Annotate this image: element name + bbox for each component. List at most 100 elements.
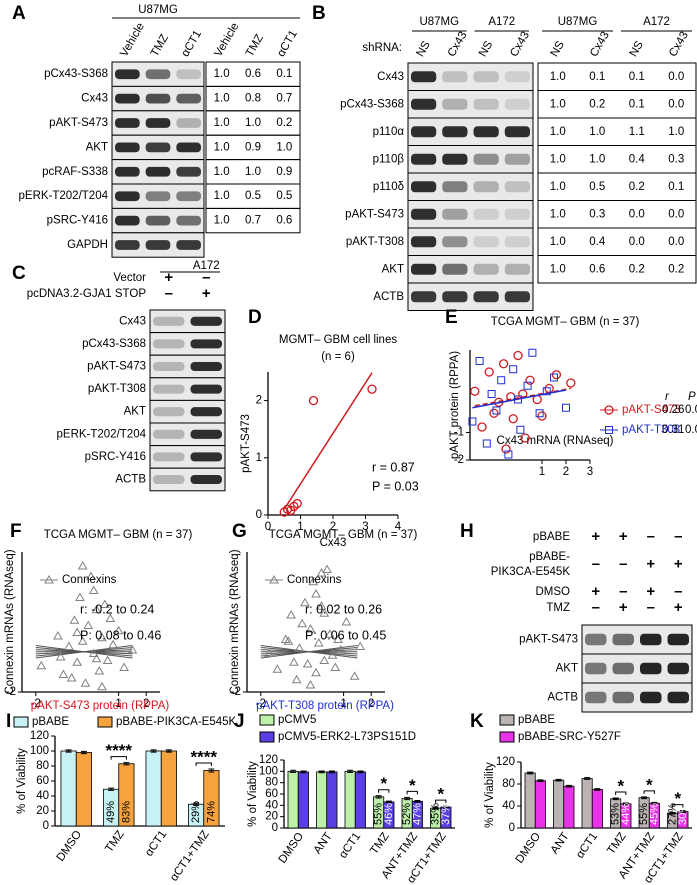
band: [442, 98, 468, 110]
x-tick-label: αCT1+TMZ: [168, 829, 212, 884]
quant-value: 0.9: [245, 141, 261, 153]
bar: [524, 772, 536, 829]
y-axis-label: % of Viability: [16, 748, 28, 814]
point: [335, 644, 346, 654]
y-axis-label: % of Viability: [247, 761, 259, 827]
point: [501, 444, 511, 454]
value-label: 37%: [440, 803, 452, 825]
group-label: A172: [643, 16, 670, 28]
condition-sign: –: [674, 583, 682, 600]
point: [105, 613, 116, 622]
x-axis-label: pAKT-S473 protein (RPPA): [31, 700, 170, 712]
condition-label: PIK3CA-E545K: [491, 566, 571, 578]
band: [145, 93, 171, 104]
band: [145, 142, 171, 153]
x-tick-label: ANT: [549, 831, 572, 857]
band: [153, 361, 185, 372]
point: [605, 426, 613, 434]
point: [528, 348, 537, 357]
band: [442, 181, 468, 193]
bar: [160, 750, 177, 827]
value-label: 29%: [190, 801, 202, 823]
y-axis-label: pAKT-S473: [240, 414, 252, 473]
band: [411, 71, 437, 83]
band: [667, 662, 689, 675]
y-tick-label: -2: [231, 686, 241, 698]
quant-value: 0.1: [276, 68, 292, 80]
significance-bracket: [672, 804, 684, 808]
value-label: 46%: [383, 803, 395, 825]
x-tick-label: αCT1: [574, 831, 600, 861]
panel-label: G: [232, 521, 247, 542]
band: [473, 263, 499, 275]
point: [94, 665, 105, 675]
error-bar: [612, 797, 619, 801]
quant-value: 0.6: [245, 68, 261, 80]
y-tick-label: 20: [36, 805, 49, 817]
x-tick-label: DMSO: [55, 829, 85, 864]
legend-label: pCMV5: [278, 714, 316, 726]
quant-header: NS: [549, 39, 568, 59]
band: [115, 118, 140, 128]
band: [145, 191, 171, 202]
band: [612, 662, 634, 675]
quant-value: 0.9: [276, 166, 292, 178]
point: [88, 585, 99, 594]
condition-label: DMSO: [536, 586, 571, 598]
quant-value: 0.0: [629, 236, 645, 248]
panel-label: F: [10, 521, 22, 542]
band: [176, 215, 201, 226]
error-bar: [565, 784, 572, 788]
significance-bracket: [615, 791, 627, 796]
condition-sign: –: [647, 528, 655, 545]
lane-label: Cx43: [446, 30, 470, 59]
quant-value: 1.0: [214, 68, 230, 80]
band: [585, 633, 607, 646]
x-tick-label: 1: [115, 698, 121, 710]
row-label: Cx43: [377, 71, 404, 83]
condition-sign: +: [164, 269, 173, 286]
y-tick-label: 120: [30, 730, 49, 742]
point: [341, 616, 352, 626]
band: [145, 118, 171, 128]
significance: *: [437, 785, 444, 804]
value-label: 44%: [620, 803, 632, 825]
band: [190, 474, 222, 485]
error-bar: [385, 800, 392, 804]
quant-value: 0.3: [668, 153, 684, 165]
point: [513, 350, 523, 361]
band: [442, 208, 468, 220]
significance: *: [380, 774, 387, 793]
row-label: ACTB: [547, 692, 578, 704]
point: [516, 425, 525, 434]
chart-title: TCGA MGMT– GBM (n = 37): [491, 316, 640, 328]
annotation: P = 0.03: [372, 479, 419, 493]
y-axis-label: pAKT protein (RPPA): [449, 351, 461, 459]
quant-value: 1.1: [629, 126, 645, 138]
chart-subtitle: (n = 6): [321, 351, 355, 363]
value-label: 74%: [205, 801, 217, 823]
condition-sign: –: [619, 555, 627, 572]
condition-label: TMZ: [546, 602, 570, 614]
point: [349, 671, 360, 680]
condition-sign: –: [202, 269, 210, 286]
band: [640, 691, 662, 704]
legend-p: 0.03: [685, 424, 697, 436]
condition-sign: +: [674, 555, 683, 572]
y-tick-label: 0: [256, 509, 262, 521]
point: [604, 405, 614, 415]
point: [504, 450, 513, 459]
legend-label: Connexins: [62, 574, 117, 586]
x-tick-label: 0: [265, 521, 271, 533]
panel-label: K: [470, 711, 484, 732]
quant-value: 1.0: [550, 98, 566, 110]
error-bar: [193, 802, 200, 806]
band: [504, 208, 530, 220]
error-bar: [108, 787, 115, 791]
y-tick-label: 0: [509, 822, 515, 834]
point: [113, 625, 124, 635]
band: [442, 153, 468, 165]
band: [473, 291, 499, 303]
x-tick-label: 1: [340, 698, 346, 710]
quant-value: 0.7: [276, 93, 292, 105]
